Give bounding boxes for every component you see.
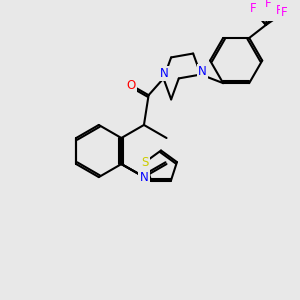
Text: S: S <box>141 156 149 169</box>
Text: O: O <box>126 80 136 92</box>
Text: F: F <box>276 4 282 17</box>
Text: F: F <box>250 4 256 17</box>
Text: F: F <box>250 2 256 15</box>
Text: N: N <box>160 67 169 80</box>
Text: F: F <box>281 6 288 19</box>
Text: F: F <box>265 0 271 10</box>
Text: N: N <box>140 171 148 184</box>
Text: N: N <box>198 65 207 78</box>
